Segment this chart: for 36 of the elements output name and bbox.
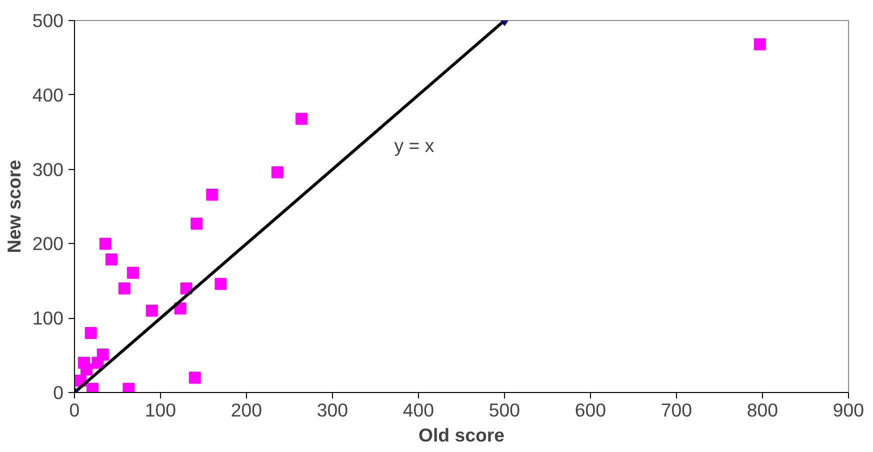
x-tick-label: 0 bbox=[69, 400, 80, 420]
x-tick-label: 300 bbox=[316, 400, 348, 420]
x-tick-label: 800 bbox=[746, 400, 778, 420]
point bbox=[271, 166, 284, 178]
point bbox=[190, 218, 203, 230]
x-tick-label: 200 bbox=[230, 400, 262, 420]
point bbox=[105, 253, 118, 266]
point bbox=[206, 188, 218, 201]
y-tick-label: 500 bbox=[32, 10, 64, 31]
y-tick-label: 200 bbox=[32, 233, 64, 254]
x-tick-label: 100 bbox=[144, 400, 176, 420]
x-axis-title: Old score bbox=[418, 424, 505, 446]
y-axis-title: New score bbox=[3, 160, 24, 254]
point bbox=[754, 38, 766, 50]
point bbox=[99, 238, 112, 250]
point bbox=[214, 278, 227, 290]
point bbox=[84, 326, 97, 339]
y-tick-label: 300 bbox=[32, 158, 64, 180]
point bbox=[80, 363, 93, 376]
point bbox=[296, 112, 308, 125]
y-tick-label: 0 bbox=[53, 382, 64, 403]
x-tick-label: 600 bbox=[574, 400, 606, 420]
point bbox=[86, 382, 99, 392]
x-tick-label: 700 bbox=[660, 400, 692, 420]
point bbox=[92, 356, 104, 369]
y-tick-label: 100 bbox=[32, 308, 64, 329]
x-tick-label: 500 bbox=[488, 400, 520, 420]
point bbox=[146, 304, 158, 317]
x-tick-label: 900 bbox=[832, 400, 864, 420]
point bbox=[122, 382, 135, 392]
point bbox=[126, 266, 139, 279]
point bbox=[188, 372, 201, 384]
point bbox=[118, 282, 130, 294]
annotation: y = x bbox=[394, 134, 435, 156]
x-tick-label: 400 bbox=[402, 400, 434, 420]
y-tick-label: 400 bbox=[32, 84, 64, 106]
